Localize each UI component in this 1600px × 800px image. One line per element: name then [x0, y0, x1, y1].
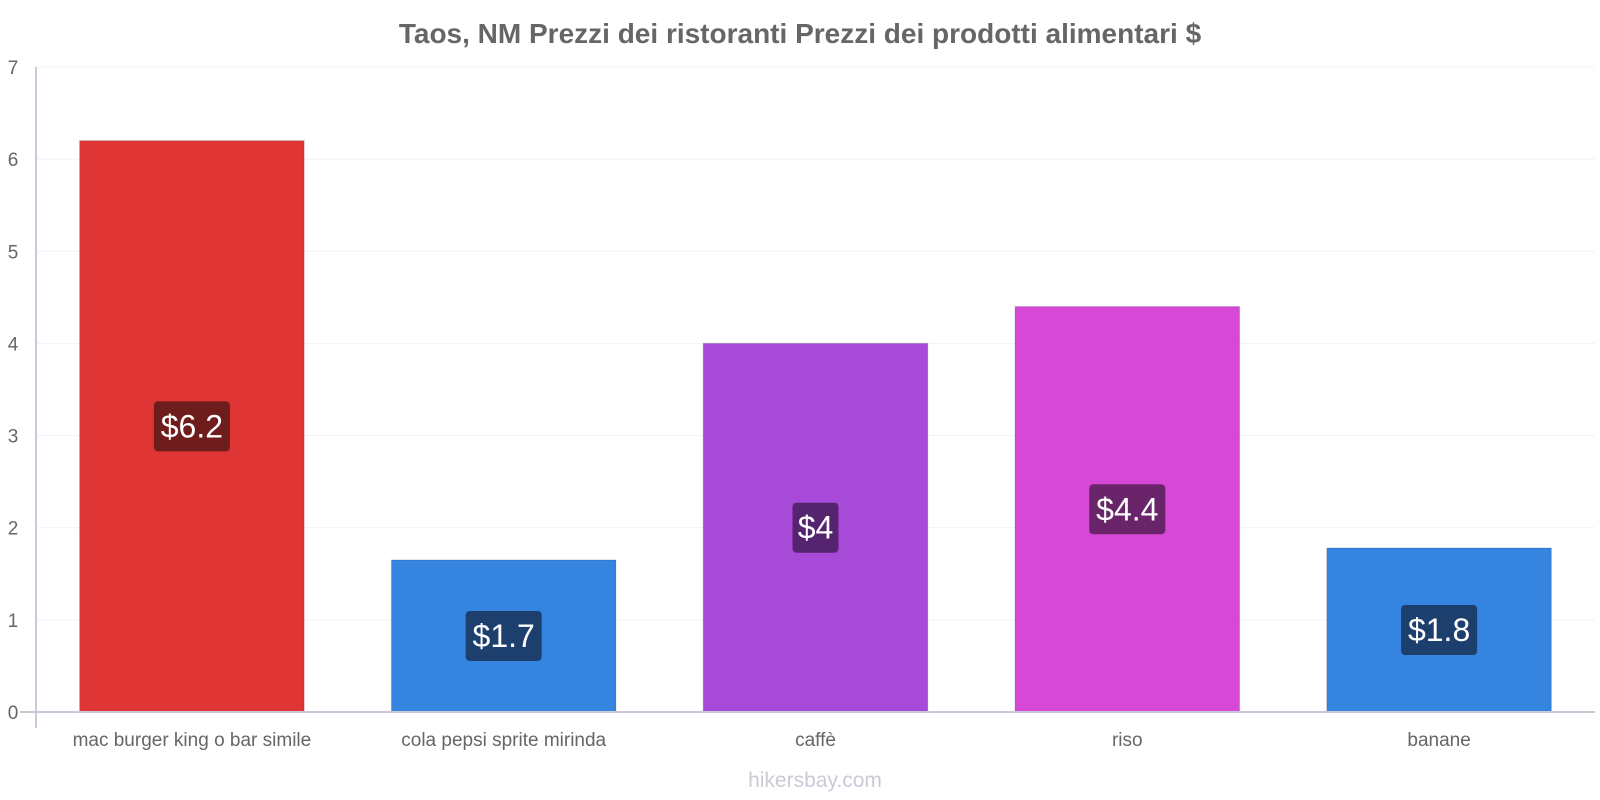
value-label: $4	[798, 510, 834, 546]
value-label: $6.2	[161, 408, 223, 444]
value-label: $1.8	[1408, 612, 1470, 648]
value-label: $1.7	[473, 618, 535, 654]
y-tick-label: 7	[8, 58, 19, 79]
credit-text: hikersbay.com	[748, 769, 882, 792]
x-tick-label: cola pepsi sprite mirinda	[401, 730, 606, 751]
y-tick-label: 1	[8, 611, 19, 632]
y-tick-label: 2	[8, 519, 19, 540]
value-label-box	[1401, 604, 1478, 655]
value-label-box	[153, 401, 230, 452]
x-tick-label: caffè	[795, 730, 836, 751]
value-label-box	[792, 502, 839, 553]
x-axis: mac burger king o bar simile cola pepsi s…	[20, 711, 1595, 751]
x-tick-label: riso	[1112, 730, 1143, 751]
chart-title: Taos, NM Prezzi dei ristoranti Prezzi de…	[399, 18, 1202, 49]
value-label-box	[465, 610, 542, 661]
y-tick-label: 4	[8, 334, 19, 355]
y-tick-label: 5	[8, 242, 19, 263]
x-tick-label: mac burger king o bar simile	[73, 730, 312, 751]
y-tick-label: 0	[8, 703, 19, 724]
y-tick-label: 6	[8, 150, 19, 171]
value-label-box	[1089, 484, 1166, 535]
value-label: $4.4	[1096, 491, 1158, 527]
bars: $6.2 $1.7 $4 $4.4 $1.8	[79, 140, 1552, 713]
y-axis: 0 1 2 3 4 5 6 7	[8, 58, 37, 728]
y-tick-label: 3	[8, 427, 19, 448]
x-tick-label: banane	[1407, 730, 1470, 751]
